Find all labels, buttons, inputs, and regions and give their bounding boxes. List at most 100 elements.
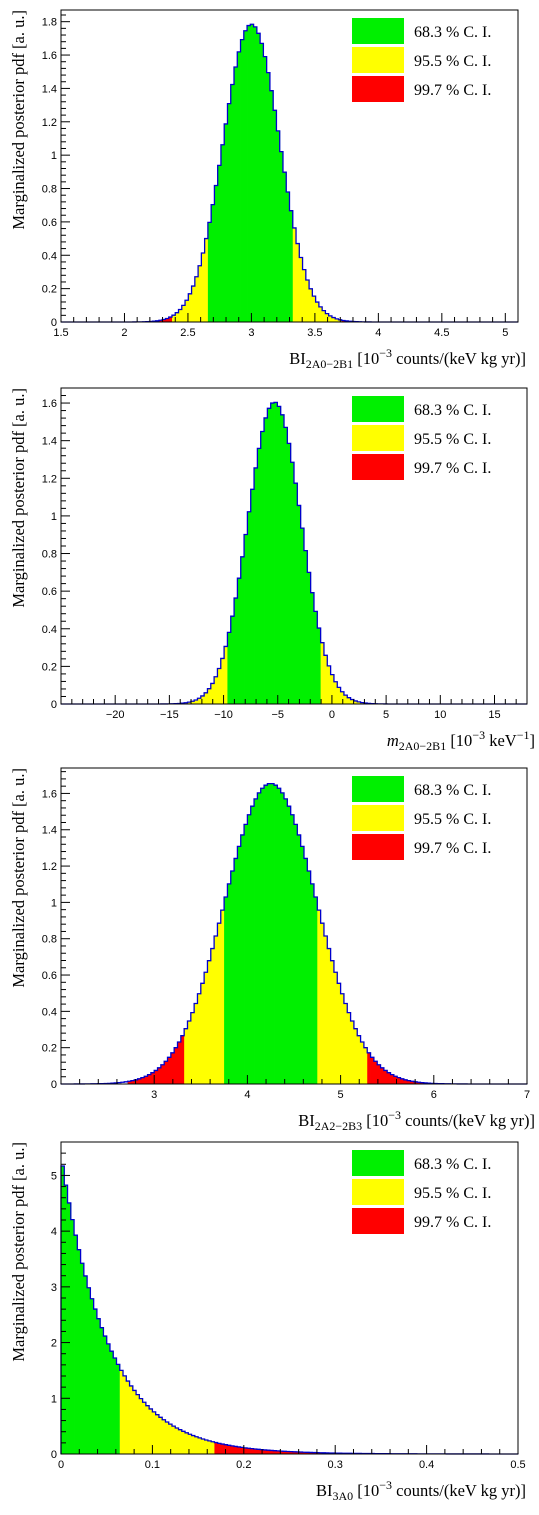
histogram-bin	[77, 1250, 81, 1454]
histogram-bin	[257, 448, 261, 704]
x-tick-label: 0	[329, 709, 335, 721]
histogram-bin	[327, 949, 331, 1084]
histogram-bin	[107, 1344, 111, 1454]
histogram-bin	[260, 43, 264, 322]
y-tick-label: 0	[51, 1079, 57, 1091]
histogram-bin	[254, 27, 258, 322]
y-tick-label: 0.4	[42, 1006, 57, 1018]
histogram-bin	[354, 1029, 358, 1084]
x-tick-label: 1.5	[53, 327, 68, 339]
legend-swatch-99	[352, 76, 404, 102]
histogram-bin	[271, 784, 275, 1084]
histogram-bin	[224, 124, 228, 322]
legend: 68.3 % C. I. 95.5 % C. I. 99.7 % C. I.	[352, 396, 491, 480]
legend-label-99: 99.7 % C. I.	[414, 460, 491, 477]
x-tick-label: 0.3	[328, 1459, 343, 1471]
histogram-bin	[351, 1021, 355, 1084]
histogram-bin	[221, 1444, 225, 1454]
histogram-bin	[227, 884, 231, 1084]
histogram-bin	[284, 799, 288, 1084]
histogram-bin	[208, 1441, 212, 1454]
histogram-bin	[218, 1443, 222, 1454]
x-tick-label: 5	[502, 327, 508, 339]
histogram-bin	[283, 172, 287, 322]
histogram-bin	[237, 52, 241, 322]
histogram-bin	[201, 983, 205, 1084]
histogram-bin	[254, 799, 258, 1084]
y-tick-label: 4	[51, 1226, 57, 1238]
histogram-bin	[195, 1437, 199, 1454]
y-tick-label: 0.6	[42, 970, 57, 982]
x-tick-label: 4.5	[434, 327, 449, 339]
histogram-bin	[291, 815, 295, 1084]
histogram-bin	[71, 1220, 75, 1454]
histogram-bin	[274, 785, 278, 1084]
y-tick-label: 2	[51, 1338, 57, 1350]
histogram-bin	[175, 1428, 179, 1454]
histogram-bin	[276, 131, 280, 322]
y-tick-label: 1.2	[42, 861, 57, 873]
legend-label-95: 95.5 % C. I.	[414, 811, 491, 828]
legend-label-95: 95.5 % C. I.	[414, 53, 491, 70]
histogram-bin	[84, 1276, 88, 1454]
y-tick-label: 0.8	[42, 934, 57, 946]
legend-swatch-99	[352, 454, 404, 480]
x-tick-label: −5	[271, 709, 284, 721]
legend-label-68: 68.3 % C. I.	[414, 1156, 491, 1173]
histogram-bin	[277, 406, 281, 704]
x-tick-label: −15	[160, 709, 179, 721]
histogram-bin	[165, 1422, 169, 1454]
histogram-bin	[344, 1004, 348, 1084]
histogram-bin	[162, 1420, 166, 1454]
histogram-bin	[267, 784, 271, 1084]
histogram-bars	[136, 24, 384, 322]
legend-label-99: 99.7 % C. I.	[414, 82, 491, 99]
histogram-bin	[334, 972, 338, 1084]
histogram-bin	[257, 33, 261, 322]
histogram-bin	[87, 1288, 91, 1454]
histogram-bin	[286, 192, 290, 322]
histogram-bin	[224, 897, 228, 1084]
y-tick-label: 1.6	[42, 788, 57, 800]
histogram-bin	[337, 983, 341, 1084]
histogram-bin	[254, 468, 258, 704]
histogram-bin	[97, 1319, 101, 1454]
y-axis-label: Marginalized posterior pdf [a. u.]	[9, 388, 28, 608]
histogram-bin	[100, 1328, 104, 1454]
histogram-bin	[241, 835, 245, 1084]
legend: 68.3 % C. I. 95.5 % C. I. 99.7 % C. I.	[352, 18, 491, 102]
histogram-bars	[61, 1166, 336, 1454]
y-axis-label: Marginalized posterior pdf [a. u.]	[9, 1142, 28, 1362]
histogram-bin	[297, 505, 301, 704]
y-tick-label: 1	[51, 1393, 57, 1405]
histogram-bin	[130, 1386, 134, 1454]
histogram-bin	[231, 871, 235, 1084]
y-tick-label: 0.2	[42, 661, 57, 673]
x-tick-label: 7	[524, 1089, 530, 1101]
y-tick-label: 1.4	[42, 436, 57, 448]
legend-swatch-68	[352, 396, 404, 422]
y-tick-label: 3	[51, 1282, 57, 1294]
legend-label-95: 95.5 % C. I.	[414, 1185, 491, 1202]
histogram-bin	[263, 57, 267, 322]
histogram-bin	[331, 961, 335, 1084]
y-axis-label: Marginalized posterior pdf [a. u.]	[9, 10, 28, 230]
histogram-bin	[273, 110, 277, 322]
legend-swatch-95	[352, 425, 404, 451]
histogram-bin	[221, 145, 225, 322]
legend-label-99: 99.7 % C. I.	[414, 1214, 491, 1231]
histogram-bin	[211, 949, 215, 1084]
histogram-bin	[143, 1402, 147, 1454]
y-tick-label: 1	[51, 897, 57, 909]
legend-swatch-95	[352, 47, 404, 73]
histogram-bin	[224, 1445, 228, 1454]
x-axis-label: BI2A2−2B3 [10−3 counts/(keV kg yr)]	[298, 1108, 535, 1133]
histogram-bin	[280, 152, 284, 322]
legend-label-99: 99.7 % C. I.	[414, 840, 491, 857]
histogram-bin	[341, 994, 345, 1084]
histogram-bin	[74, 1235, 78, 1454]
